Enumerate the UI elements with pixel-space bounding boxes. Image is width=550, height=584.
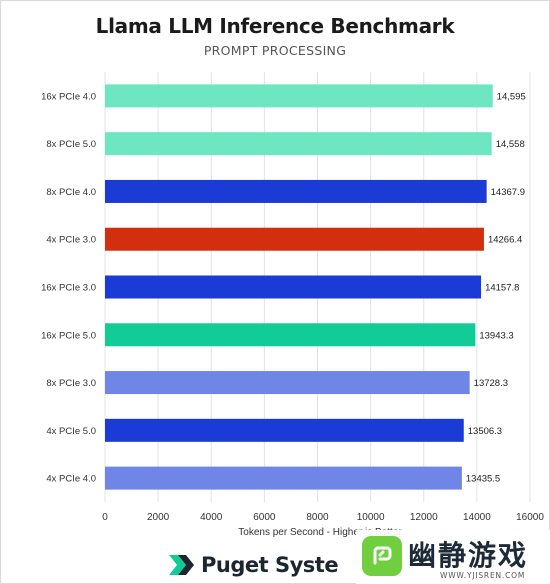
bar-value-label: 13506.3 [468,426,502,437]
x-tick-label: 12000 [410,512,438,523]
bar [105,179,487,203]
chart-title: Llama LLM Inference Benchmark [95,14,455,38]
y-category-label: 4x PCIe 4.0 [46,474,96,485]
puget-logo-text: Puget Syste [201,553,339,577]
y-category-label: 16x PCIe 3.0 [41,283,96,294]
x-axis-label: Tokens per Second - Higher is Better [238,527,402,538]
bar [105,418,464,442]
watermark-url: WWW.YJISREN.COM [440,571,526,580]
bar [105,227,484,251]
y-category-label: 8x PCIe 3.0 [46,378,96,389]
y-category-label: 16x PCIe 5.0 [41,330,96,341]
watermark-text: 幽静游戏 [408,539,529,572]
y-category-label: 8x PCIe 5.0 [46,139,96,150]
bar [105,323,476,347]
bar [105,466,462,490]
x-tick-label: 16000 [516,512,544,523]
x-tick-label: 2000 [147,512,170,523]
bar [105,275,482,299]
chart-subtitle: PROMPT PROCESSING [203,43,347,58]
x-tick-label: 10000 [357,512,385,523]
y-category-label: 16x PCIe 4.0 [41,91,96,102]
bar-value-label: 14,558 [496,139,525,150]
bar-value-label: 14266.4 [488,235,522,246]
bar-value-label: 14,595 [497,91,526,102]
x-tick-label: 14000 [463,512,491,523]
bar [105,132,492,156]
y-category-label: 4x PCIe 3.0 [46,235,96,246]
watermark: 幽静游戏 WWW.YJISREN.COM [356,530,550,584]
bar-value-label: 14367.9 [491,187,525,198]
puget-logo: Puget Syste [168,548,339,582]
x-tick-label: 8000 [306,512,329,523]
y-category-label: 8x PCIe 4.0 [46,187,96,198]
bar [105,84,493,108]
y-category-label: 4x PCIe 5.0 [46,426,96,437]
bar-value-label: 13943.3 [479,330,513,341]
bar [105,371,470,395]
puget-logo-icon [169,555,194,575]
bar-value-label: 14157.8 [485,283,519,294]
bar-value-label: 13435.5 [466,474,500,485]
x-tick-label: 0 [102,512,108,523]
bar-value-label: 13728.3 [474,378,508,389]
x-tick-label: 4000 [200,512,223,523]
x-tick-label: 6000 [253,512,276,523]
watermark-app-icon [362,536,402,576]
